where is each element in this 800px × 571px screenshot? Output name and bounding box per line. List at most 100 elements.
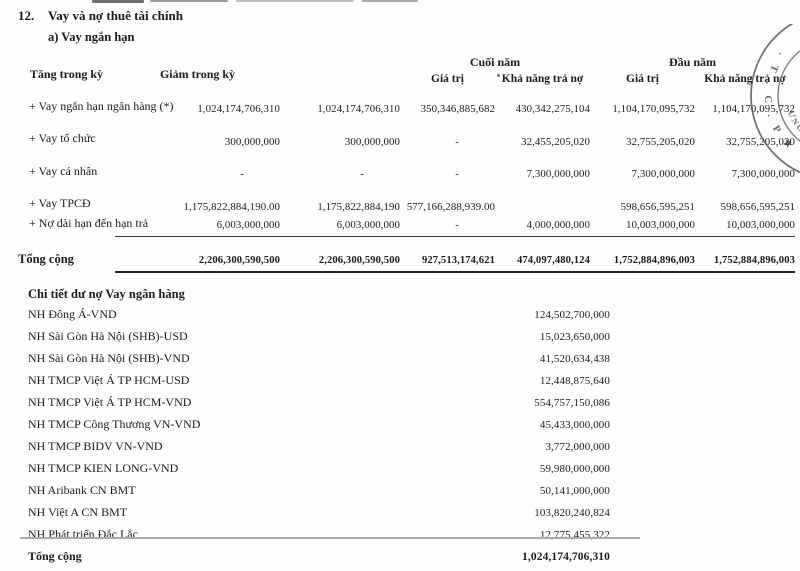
cell-value: 300,000,000 [344, 135, 400, 148]
cell-value: - [240, 168, 244, 181]
row-label: + Nợ dài hạn đến hạn trả [29, 215, 149, 230]
bank-row: NH Việt A CN BMT 103,820,240,824 [28, 505, 610, 527]
company-seal-stamp: . T . C . P ★ ƯNG [750, 24, 800, 174]
total-value: 474,097,480,124 [495, 242, 590, 274]
cell-value: 10,003,000,000 [695, 217, 795, 237]
column-tang-trong-ky: Tăng trong kỳ [29, 66, 104, 81]
bank-row: NH TMCP Việt Á TP HCM-VND 554,757,150,08… [28, 395, 610, 417]
total-value: 1,752,884,896,003 [695, 242, 795, 274]
bank-row: NH Đông Á-VND 124,502,700,000 [28, 307, 610, 329]
bank-amount: 59,980,000,000 [539, 463, 610, 476]
cell-value: - [455, 135, 459, 148]
cell-value: 1,104,170,095,732 [712, 103, 795, 116]
bank-name: NH Việt A CN BMT [28, 505, 128, 520]
bank-row: NH TMCP Việt Á TP HCM-USD 12,448,875,640 [28, 373, 610, 395]
bank-amount: 103,820,240,824 [534, 507, 610, 520]
row-label: + Vay cá nhân [29, 163, 98, 178]
scan-artifact [150, 0, 228, 2]
bank-amount: 12,775,455,322 [539, 529, 610, 542]
bank-name: NH TMCP BIDV VN-VND [28, 439, 163, 454]
cell-value: 32,755,205,020 [626, 135, 695, 148]
header-spacer [280, 53, 400, 70]
cell-value: 598,656,595,251 [620, 200, 695, 213]
column-group-dau-nam: Đầu năm [668, 55, 716, 69]
cell-value: 7,300,000,000 [631, 168, 695, 181]
column-group-cuoi-nam: Cuối năm [469, 55, 521, 69]
header-spacer [280, 70, 400, 89]
subcolumn-kha-nang-cuoi-nam: Khả năng trả nợ [501, 73, 584, 85]
bank-name: NH TMCP Việt Á TP HCM-USD [28, 373, 190, 388]
bank-amount: 50,141,000,000 [539, 485, 610, 498]
scan-bottom-rule [20, 537, 640, 539]
total-label: Tổng cộng [18, 251, 74, 266]
cell-value: 4,000,000,000 [495, 217, 590, 237]
bank-row: NH TMCP KIEN LONG-VND 59,980,000,000 [28, 461, 610, 483]
total-value: 2,206,300,590,500 [280, 242, 400, 274]
cell-value: - [360, 168, 364, 181]
cell-value: 6,003,000,000 [115, 217, 280, 237]
total-value: 1,752,884,896,003 [590, 242, 695, 274]
cell-value: 7,300,000,000 [731, 168, 795, 181]
cell-value: 350,346,885,682 [420, 103, 495, 116]
bank-amount: 554,757,150,086 [534, 397, 610, 410]
bank-row: NH TMCP Công Thương VN-VND 45,433,000,00… [28, 417, 610, 439]
bank-amount: 3,772,000,000 [545, 441, 610, 454]
cell-value [495, 198, 590, 213]
subsection-title: a) Vay ngắn hạn [48, 30, 135, 44]
cell-value: 1,024,174,706,310 [317, 103, 400, 116]
scan-artifact [362, 0, 418, 2]
bank-row: NH Sài Gòn Hà Nội (SHB)-USD 15,023,650,0… [28, 329, 610, 351]
cell-value: 1,024,174,706,310 [197, 103, 280, 116]
bank-total-label: Tổng cộng [28, 549, 82, 564]
bank-name: NH TMCP Công Thương VN-VND [28, 417, 201, 432]
bank-total-row: Tổng cộng 1,024,174,706,310 [28, 549, 610, 571]
scan-artifact [92, 0, 144, 3]
scan-speck [497, 74, 500, 77]
subcolumn-gia-tri-dau-nam: Giá trị [626, 73, 659, 85]
bank-name: NH TMCP KIEN LONG-VND [28, 461, 179, 476]
bank-amount: 45,433,000,000 [539, 419, 610, 432]
row-label: + Vay TPCĐ [29, 196, 91, 211]
bank-name: NH Đông Á-VND [28, 307, 117, 322]
section-number: 12. [18, 8, 35, 23]
cell-value: 577,166,288,939.00 [406, 200, 495, 213]
bank-amount: 41,520,634,438 [539, 353, 610, 366]
seal-outer-circle [750, 24, 800, 174]
seal-inner-circle [777, 50, 800, 142]
bank-row: NH Aribank CN BMT 50,141,000,000 [28, 483, 610, 505]
section-heading: 12. Vay và nợ thuê tài chính [0, 0, 800, 24]
column-giam-trong-ky: Giảm trong kỳ [159, 66, 236, 81]
bank-name: NH Phát triển Đắc Lắc [28, 527, 138, 542]
cell-value: 1,175,822,884,190.00 [183, 200, 280, 213]
bank-detail-title: Chi tiết dư nợ Vay ngân hàng [28, 287, 185, 302]
row-label: + Vay ngắn hạn ngân hàng (*) [29, 99, 174, 113]
cell-value: 7,300,000,000 [526, 168, 590, 181]
cell-value: 430,342,275,104 [515, 103, 590, 116]
cell-value: 32,755,205,020 [726, 135, 795, 148]
cell-value: 1,175,822,884,190 [317, 200, 400, 213]
cell-value: 6,003,000,000 [280, 217, 400, 237]
bank-amount: 12,448,875,640 [539, 375, 610, 388]
cell-value: 300,000,000 [224, 135, 280, 148]
bank-row: NH TMCP BIDV VN-VND 3,772,000,000 [28, 439, 610, 461]
bank-row: NH Sài Gòn Hà Nội (SHB)-VND 41,520,634,4… [28, 351, 610, 373]
section-title: Vay và nợ thuê tài chính [48, 8, 183, 23]
bank-name: NH Sài Gòn Hà Nội (SHB)-USD [28, 329, 188, 344]
bank-total-amount: 1,024,174,706,310 [522, 551, 610, 564]
bank-name: NH Aribank CN BMT [28, 483, 136, 498]
cell-value: 598,656,595,251 [720, 200, 795, 213]
seal-inner-text: ƯNG [786, 109, 800, 135]
seal-outer-text: . T . C . P ★ [762, 50, 799, 154]
total-value: 927,513,174,621 [400, 242, 495, 274]
subcolumn-kha-nang-dau-nam: Khả năng trả nợ [704, 73, 786, 85]
bank-detail-section: Chi tiết dư nợ Vay ngân hàng NH Đông Á-V… [28, 287, 610, 571]
cell-value: - [455, 168, 459, 181]
bank-name: NH Sài Gòn Hà Nội (SHB)-VND [28, 351, 190, 366]
cell-value: 32,455,205,020 [521, 135, 590, 148]
bank-amount: 124,502,700,000 [534, 309, 610, 322]
row-label: + Vay tổ chức [29, 131, 96, 146]
cell-value: 1,104,170,095,732 [612, 103, 695, 116]
scan-artifact [236, 0, 354, 2]
bank-amount: 15,023,650,000 [539, 331, 610, 344]
